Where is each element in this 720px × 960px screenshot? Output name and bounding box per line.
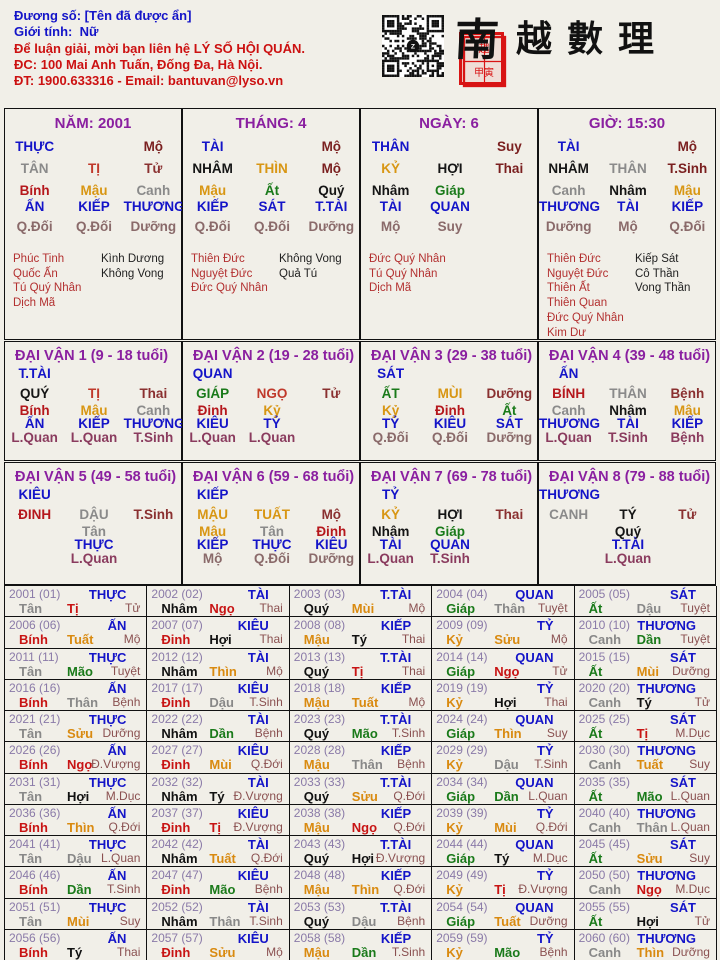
svg-text:Z: Z [411,43,415,50]
